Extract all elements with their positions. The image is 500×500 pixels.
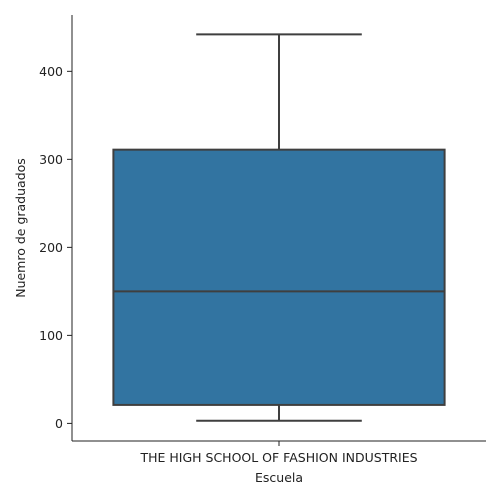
y-ticks: 0 100 200 300 400	[39, 64, 72, 431]
y-tick-label: 100	[39, 328, 63, 343]
y-tick-label: 0	[55, 416, 63, 431]
x-tick-label: THE HIGH SCHOOL OF FASHION INDUSTRIES	[139, 450, 417, 465]
plot-area: 0 100 200 300 400 THE HIGH SCHOOL OF FASHION…	[39, 15, 486, 465]
y-tick-label: 400	[39, 64, 63, 79]
y-tick-label: 200	[39, 240, 63, 255]
x-ticks: THE HIGH SCHOOL OF FASHION INDUSTRIES	[139, 441, 418, 465]
x-axis-title: Escuela	[255, 470, 303, 485]
box-marks	[112, 33, 446, 422]
y-axis-title: Nuemro de graduados	[13, 158, 28, 298]
y-tick-label: 300	[39, 152, 63, 167]
box-iqr	[112, 148, 446, 406]
